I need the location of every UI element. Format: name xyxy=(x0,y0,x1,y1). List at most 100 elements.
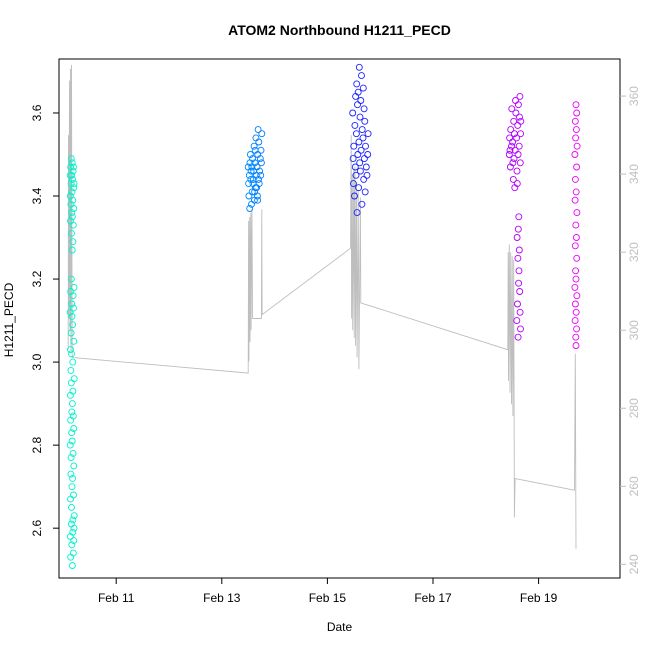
data-point xyxy=(516,288,524,295)
data-point xyxy=(66,441,74,449)
data-point xyxy=(507,126,515,134)
data-point xyxy=(361,188,369,196)
x-tick-label: Feb 11 xyxy=(98,591,135,605)
data-point xyxy=(506,134,514,142)
plot-frame xyxy=(58,58,621,579)
data-point xyxy=(571,283,579,291)
data-point xyxy=(357,97,365,104)
data-point xyxy=(69,387,77,395)
data-point xyxy=(358,72,365,80)
data-point xyxy=(253,163,261,171)
data-point xyxy=(355,184,363,192)
data-point xyxy=(505,151,513,158)
data-point xyxy=(571,317,579,325)
data-point xyxy=(69,321,77,329)
data-point xyxy=(572,221,580,229)
data-point xyxy=(509,159,517,167)
data-point xyxy=(246,151,254,158)
data-point xyxy=(362,163,370,171)
data-point xyxy=(68,312,76,320)
data-point xyxy=(70,425,78,432)
data-point xyxy=(353,209,361,217)
data-point xyxy=(67,470,75,478)
data-point xyxy=(68,350,75,358)
data-point xyxy=(66,171,74,179)
data-point xyxy=(248,188,256,196)
data-point xyxy=(513,234,521,241)
y2-tick-label: 240 xyxy=(627,554,641,574)
data-point xyxy=(355,63,363,71)
data-point xyxy=(517,325,524,333)
data-point xyxy=(572,333,580,341)
data-point xyxy=(571,175,579,183)
data-point xyxy=(68,159,76,167)
data-point xyxy=(349,155,357,163)
data-point xyxy=(68,213,76,221)
data-point xyxy=(247,175,255,183)
y-axis: 2.6 2.8 3.0 3.2 3.4 3.6 xyxy=(30,104,59,537)
x-tick-label: Feb 13 xyxy=(203,591,241,605)
y2-axis: 240 260 280 300 320 340 360 xyxy=(620,86,641,574)
data-point xyxy=(571,300,579,308)
x-axis: Feb 11 Feb 13 Feb 15 Feb 17 Feb 19 xyxy=(98,578,558,605)
y-axis-label: H1211_PECD xyxy=(2,282,16,357)
data-point xyxy=(363,171,371,179)
data-point xyxy=(67,217,74,225)
data-point xyxy=(250,142,258,150)
data-point xyxy=(571,117,579,125)
line-series xyxy=(67,64,577,549)
data-point xyxy=(68,400,76,408)
point-series xyxy=(66,63,581,569)
data-point xyxy=(351,163,359,171)
data-point xyxy=(360,105,368,113)
data-point xyxy=(571,151,579,158)
data-point xyxy=(69,449,77,457)
data-point xyxy=(364,130,372,138)
data-point xyxy=(509,175,517,183)
data-point xyxy=(352,171,360,179)
data-point xyxy=(351,192,358,200)
data-point xyxy=(69,516,77,524)
data-point xyxy=(515,142,523,150)
data-point xyxy=(360,155,368,163)
data-point xyxy=(354,88,362,96)
data-point xyxy=(515,213,523,221)
data-point xyxy=(252,134,260,142)
data-point xyxy=(359,134,367,142)
data-point xyxy=(351,121,359,129)
x-axis-label: Date xyxy=(327,620,353,634)
data-point xyxy=(516,113,523,121)
data-point xyxy=(572,188,580,196)
data-point xyxy=(515,279,523,287)
data-point xyxy=(67,163,75,171)
data-point xyxy=(572,275,580,283)
data-point xyxy=(257,159,265,167)
data-point xyxy=(516,308,524,316)
data-point xyxy=(515,246,523,254)
data-point xyxy=(70,337,78,345)
data-point xyxy=(572,134,580,142)
data-point xyxy=(249,155,257,163)
x-tick-label: Feb 15 xyxy=(309,591,347,605)
data-point xyxy=(353,80,361,88)
data-point xyxy=(506,146,514,154)
data-point xyxy=(70,304,77,312)
data-point xyxy=(350,142,358,150)
y2-tick-label: 260 xyxy=(627,476,641,496)
data-point xyxy=(67,329,75,337)
data-point xyxy=(69,238,77,246)
data-point xyxy=(573,142,581,150)
x-tick-label: Feb 17 xyxy=(414,591,452,605)
data-point xyxy=(68,188,76,196)
data-point xyxy=(571,242,579,250)
data-point xyxy=(67,366,75,374)
series-line xyxy=(67,64,577,549)
data-point xyxy=(354,101,361,109)
data-point xyxy=(70,283,78,291)
data-point xyxy=(515,267,523,275)
y2-tick-label: 340 xyxy=(627,164,641,184)
data-point xyxy=(572,342,580,349)
data-point xyxy=(68,209,76,217)
data-point xyxy=(349,109,357,117)
